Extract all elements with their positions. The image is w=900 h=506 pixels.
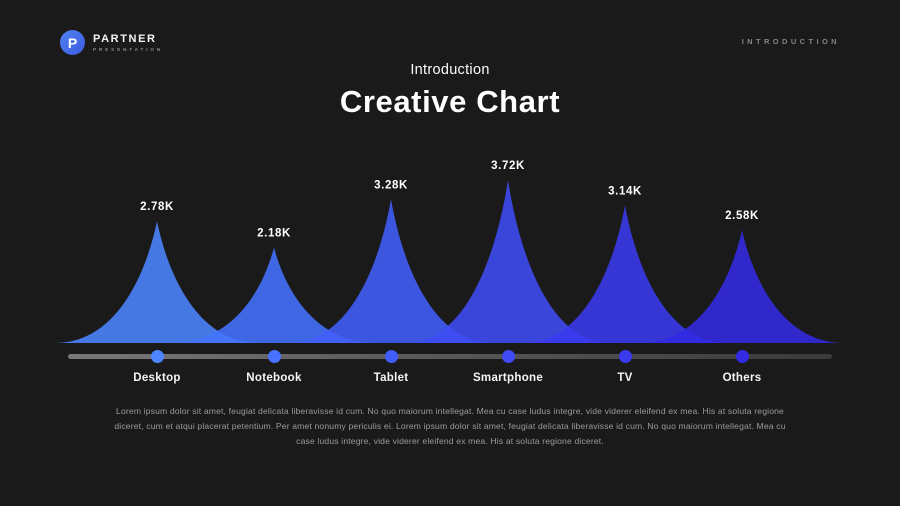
peak-value-label-notebook: 2.18K [257, 228, 291, 240]
slider-dot-smartphone[interactable] [501, 350, 515, 363]
logo-tagline: PRESENTATION [93, 47, 164, 52]
category-label-tablet: Tablet [373, 372, 409, 384]
peak-shape-notebook [172, 247, 376, 343]
slider-dot-tablet[interactable] [384, 350, 398, 363]
slide-subtitle: Introduction [410, 62, 490, 78]
category-label-desktop: Desktop [133, 372, 181, 384]
logo-text: PARTNER PRESENTATION [93, 33, 163, 52]
slider-dot-desktop[interactable] [150, 350, 164, 363]
body-paragraph: Lorem ipsum dolor sit amet, feugiat deli… [114, 406, 786, 446]
peak-shape-smartphone [406, 180, 610, 343]
category-label-notebook: Notebook [246, 372, 302, 384]
peak-value-label-tv: 3.14K [608, 185, 642, 197]
peak-value-label-tablet: 3.28K [374, 179, 408, 191]
category-label-tv: TV [617, 372, 633, 384]
peak-shape-others [640, 229, 844, 343]
page-title: Creative Chart [339, 84, 561, 119]
peak-shape-tv [523, 205, 727, 343]
slider-dot-tv[interactable] [618, 350, 632, 363]
peak-shape-desktop [55, 221, 259, 343]
area-chart: 2.78K 2.18K 3.28K 3.72K 3.14K 2.58K [55, 160, 844, 343]
slider-dot-notebook[interactable] [267, 350, 281, 363]
peak-value-label-desktop: 2.78K [140, 201, 174, 213]
peak-value-label-smartphone: 3.72K [491, 160, 525, 172]
logo-brand-name: PARTNER [93, 33, 157, 45]
slider-dot-others[interactable] [735, 350, 749, 363]
slider-track[interactable] [68, 354, 832, 359]
peak-shape-tablet [289, 199, 493, 343]
logo-p-icon: P [60, 30, 85, 55]
peak-value-label-others: 2.58K [725, 210, 759, 222]
section-label: INTRODUCTION [741, 37, 840, 46]
category-label-smartphone: Smartphone [472, 372, 544, 384]
brand-logo: P PARTNER PRESENTATION [60, 30, 163, 55]
category-label-others: Others [722, 372, 762, 384]
